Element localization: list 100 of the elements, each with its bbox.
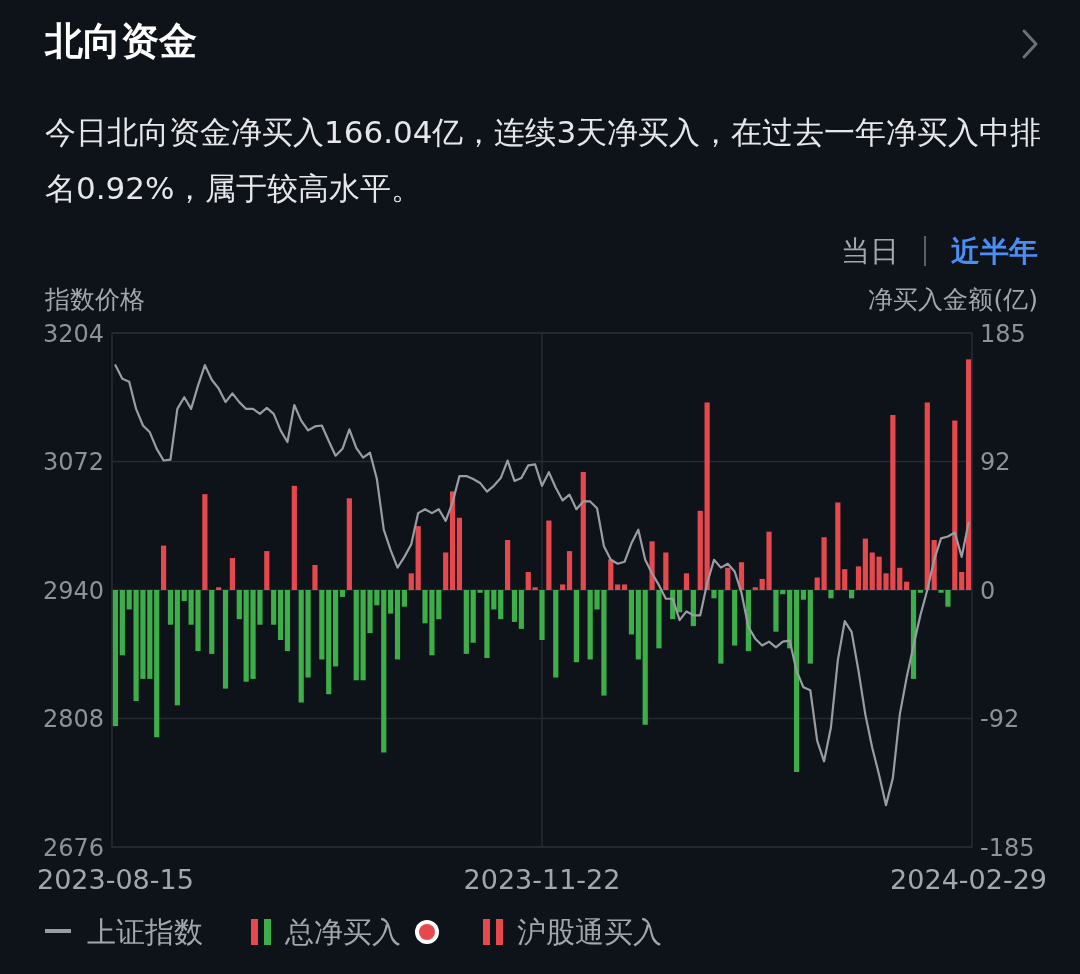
bar <box>959 571 965 590</box>
x-tick-label: 2023-08-15 <box>36 864 194 895</box>
bar <box>463 590 469 654</box>
bar <box>649 541 655 590</box>
y-axis-title: 指数价格 <box>44 285 145 314</box>
bar <box>326 590 332 695</box>
y2-tick-label: -92 <box>980 705 1020 733</box>
bar <box>862 538 868 590</box>
bar <box>725 567 731 590</box>
y2-tick-label: 185 <box>980 319 1026 348</box>
y-tick-label: 2676 <box>42 833 104 862</box>
bar <box>167 590 174 625</box>
bar <box>498 590 504 620</box>
bar <box>119 590 125 656</box>
y2-tick-label: -185 <box>980 833 1035 862</box>
bar <box>690 590 696 627</box>
bar <box>904 581 910 590</box>
bar <box>291 485 297 590</box>
bar <box>518 590 524 629</box>
bar <box>897 567 903 590</box>
bar <box>174 590 180 706</box>
bar <box>656 590 662 649</box>
bar <box>546 520 552 590</box>
bar <box>566 551 573 590</box>
bar <box>112 590 119 727</box>
bar <box>635 590 641 660</box>
bar <box>842 569 848 590</box>
bar <box>752 587 758 590</box>
bar <box>284 590 291 652</box>
bar <box>697 510 703 590</box>
bar <box>333 590 339 667</box>
bar <box>443 552 449 590</box>
bar <box>209 590 215 654</box>
bar <box>800 590 807 600</box>
legend-label: 沪股通买入 <box>517 915 662 949</box>
bar <box>264 551 270 590</box>
bar <box>917 590 923 593</box>
y2-tick-label: 92 <box>980 448 1011 476</box>
bar <box>683 573 690 590</box>
bar <box>677 590 683 613</box>
bar <box>924 402 930 590</box>
bar <box>346 498 352 590</box>
bar <box>401 590 407 607</box>
bar <box>339 590 346 597</box>
legend-label: 总净买入 <box>284 915 401 949</box>
bar <box>663 552 669 590</box>
bar <box>394 590 401 660</box>
chart-title: 北向资金 <box>45 18 197 65</box>
bar <box>793 590 800 772</box>
bar <box>869 552 875 590</box>
bar <box>807 590 813 664</box>
bar <box>642 590 648 725</box>
bar <box>952 420 958 590</box>
y-tick-label: 3072 <box>42 448 104 476</box>
bar <box>415 526 421 590</box>
bar <box>539 590 545 641</box>
bar <box>608 559 614 590</box>
y2-axis-title: 净买入金额(亿) <box>868 285 1038 314</box>
bar <box>236 590 242 620</box>
bar <box>312 565 318 590</box>
bar <box>855 566 862 590</box>
bar <box>154 590 160 738</box>
x-tick-label: 2024-02-29 <box>890 864 1048 895</box>
bar <box>319 590 325 660</box>
bar <box>525 571 531 590</box>
y2-tick-label: 0 <box>980 576 996 605</box>
bar <box>456 517 463 590</box>
y-tick-label: 2808 <box>42 705 104 733</box>
y-tick-label: 2940 <box>42 576 104 605</box>
line-series <box>114 364 970 807</box>
bar <box>628 590 635 635</box>
bar <box>965 359 972 590</box>
bar <box>216 587 222 590</box>
chart-subtitle: 今日北向资金净买入166.04亿，连续3天净买入，在过去一年净买入中排名0.92%，属于较高水平。 <box>45 113 1043 208</box>
bar <box>704 402 710 590</box>
y-tick-label: 3204 <box>42 319 104 348</box>
bar <box>229 558 235 590</box>
bar <box>580 471 586 590</box>
bar <box>621 584 628 590</box>
bar <box>615 584 621 590</box>
bar <box>381 590 387 753</box>
legend-label: 上证指数 <box>87 915 203 949</box>
bar <box>560 584 566 590</box>
bar <box>271 590 277 625</box>
text: 近半年 <box>951 234 1038 268</box>
bar <box>161 545 167 590</box>
bar <box>849 590 855 599</box>
bar <box>828 590 834 599</box>
bar <box>732 590 738 646</box>
bar <box>222 590 229 689</box>
bar <box>202 494 208 590</box>
bar <box>511 590 518 622</box>
bar <box>277 590 284 641</box>
bar <box>181 590 187 602</box>
bar <box>388 590 394 614</box>
bar <box>505 539 511 590</box>
bar <box>408 573 414 590</box>
bar <box>835 502 841 590</box>
x-tick-label: 2023-11-22 <box>463 864 621 895</box>
bar <box>573 590 579 663</box>
